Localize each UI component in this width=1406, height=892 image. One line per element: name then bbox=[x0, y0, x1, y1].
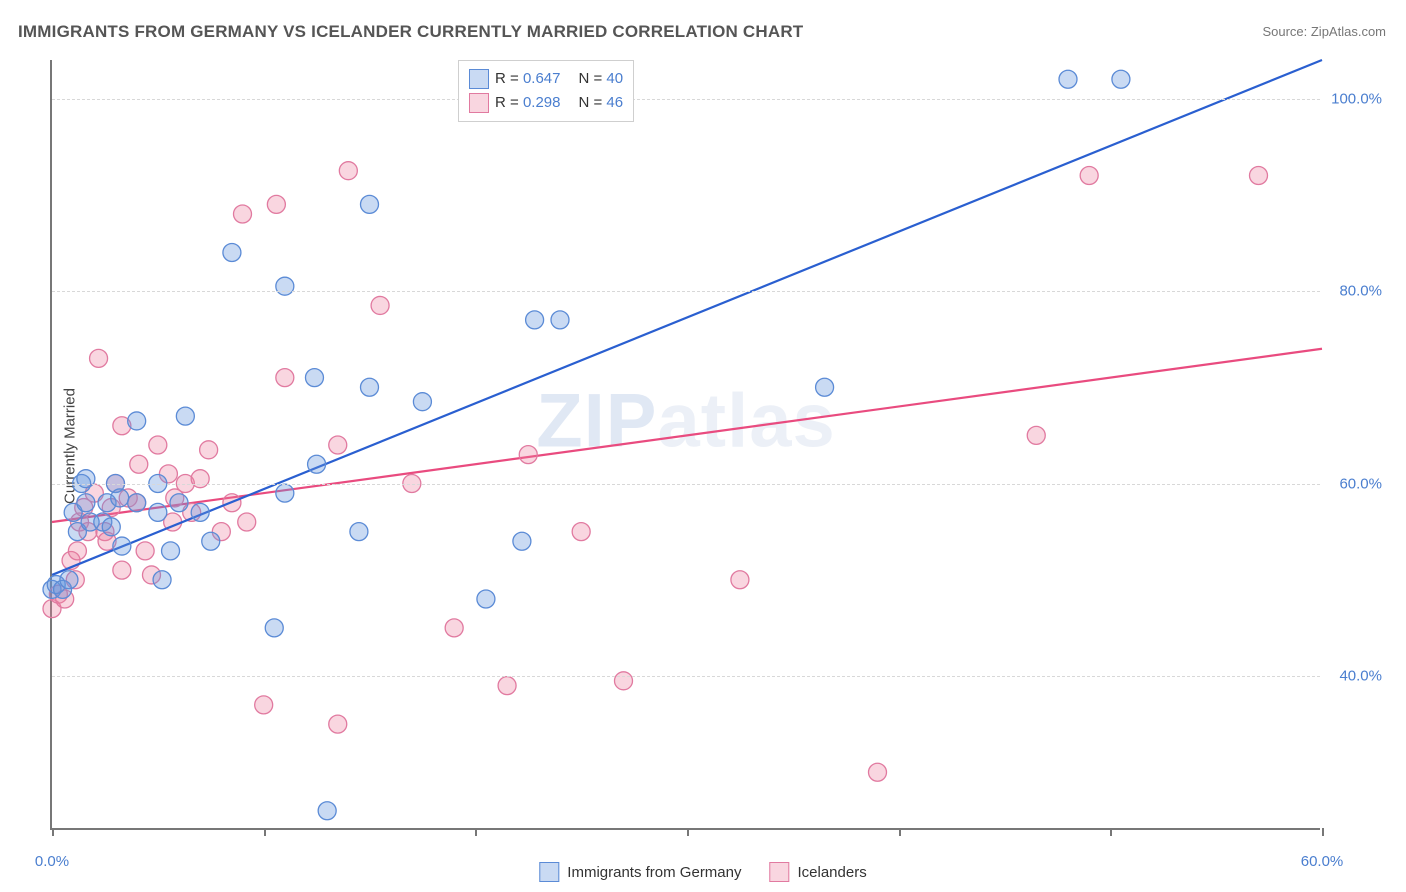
data-point-iceland bbox=[572, 523, 590, 541]
data-point-germany bbox=[202, 532, 220, 550]
data-point-iceland bbox=[238, 513, 256, 531]
data-point-germany bbox=[276, 484, 294, 502]
chart-plot-area: ZIPatlas 40.0%60.0%80.0%100.0%0.0%60.0% bbox=[50, 60, 1320, 830]
y-tick-label: 100.0% bbox=[1331, 90, 1382, 107]
data-point-iceland bbox=[1250, 167, 1268, 185]
series-legend: Immigrants from Germany Icelanders bbox=[539, 862, 866, 882]
x-tick-mark bbox=[264, 828, 266, 836]
data-point-germany bbox=[350, 523, 368, 541]
data-point-germany bbox=[513, 532, 531, 550]
data-point-germany bbox=[526, 311, 544, 329]
data-point-germany bbox=[77, 494, 95, 512]
legend-item-germany: Immigrants from Germany bbox=[539, 862, 741, 882]
data-point-germany bbox=[149, 503, 167, 521]
x-tick-mark bbox=[52, 828, 54, 836]
correlation-legend-text: R = 0.647N = 40 bbox=[495, 67, 623, 91]
data-point-iceland bbox=[371, 296, 389, 314]
gridline bbox=[52, 291, 1320, 292]
x-tick-mark bbox=[475, 828, 477, 836]
data-point-germany bbox=[60, 571, 78, 589]
swatch-icon bbox=[469, 69, 489, 89]
data-point-iceland bbox=[90, 349, 108, 367]
data-point-iceland bbox=[136, 542, 154, 560]
x-tick-label: 0.0% bbox=[35, 853, 69, 870]
data-point-iceland bbox=[191, 470, 209, 488]
data-point-germany bbox=[170, 494, 188, 512]
correlation-legend: R = 0.647N = 40R = 0.298N = 46 bbox=[458, 60, 634, 122]
data-point-iceland bbox=[149, 436, 167, 454]
data-point-germany bbox=[477, 590, 495, 608]
data-point-germany bbox=[191, 503, 209, 521]
x-tick-mark bbox=[1110, 828, 1112, 836]
data-point-germany bbox=[223, 244, 241, 262]
swatch-icon bbox=[769, 862, 789, 882]
x-tick-mark bbox=[687, 828, 689, 836]
y-tick-label: 40.0% bbox=[1339, 668, 1382, 685]
data-point-germany bbox=[153, 571, 171, 589]
data-point-germany bbox=[162, 542, 180, 560]
data-point-germany bbox=[1059, 70, 1077, 88]
data-point-germany bbox=[361, 378, 379, 396]
data-point-germany bbox=[102, 518, 120, 536]
x-tick-mark bbox=[1322, 828, 1324, 836]
y-tick-label: 80.0% bbox=[1339, 283, 1382, 300]
data-point-iceland bbox=[234, 205, 252, 223]
chart-title: IMMIGRANTS FROM GERMANY VS ICELANDER CUR… bbox=[18, 22, 803, 42]
gridline bbox=[52, 484, 1320, 485]
data-point-iceland bbox=[255, 696, 273, 714]
data-point-germany bbox=[305, 369, 323, 387]
data-point-iceland bbox=[267, 195, 285, 213]
gridline bbox=[52, 676, 1320, 677]
data-point-iceland bbox=[498, 677, 516, 695]
y-tick-label: 60.0% bbox=[1339, 475, 1382, 492]
legend-label: Immigrants from Germany bbox=[567, 864, 741, 881]
data-point-germany bbox=[413, 393, 431, 411]
data-point-iceland bbox=[329, 436, 347, 454]
data-point-iceland bbox=[445, 619, 463, 637]
correlation-legend-row: R = 0.298N = 46 bbox=[469, 91, 623, 115]
data-point-germany bbox=[318, 802, 336, 820]
data-point-iceland bbox=[276, 369, 294, 387]
swatch-icon bbox=[539, 862, 559, 882]
correlation-legend-text: R = 0.298N = 46 bbox=[495, 91, 623, 115]
chart-svg bbox=[52, 60, 1322, 830]
data-point-germany bbox=[128, 412, 146, 430]
data-point-germany bbox=[265, 619, 283, 637]
legend-item-iceland: Icelanders bbox=[769, 862, 866, 882]
data-point-iceland bbox=[519, 446, 537, 464]
data-point-iceland bbox=[113, 561, 131, 579]
data-point-germany bbox=[361, 195, 379, 213]
x-tick-mark bbox=[899, 828, 901, 836]
data-point-germany bbox=[551, 311, 569, 329]
x-tick-label: 60.0% bbox=[1301, 853, 1344, 870]
data-point-iceland bbox=[731, 571, 749, 589]
data-point-germany bbox=[276, 277, 294, 295]
data-point-germany bbox=[308, 455, 326, 473]
regression-line-germany bbox=[52, 60, 1322, 575]
data-point-iceland bbox=[68, 542, 86, 560]
regression-line-iceland bbox=[52, 349, 1322, 522]
data-point-iceland bbox=[1027, 426, 1045, 444]
data-point-germany bbox=[128, 494, 146, 512]
data-point-iceland bbox=[339, 162, 357, 180]
gridline bbox=[52, 99, 1320, 100]
data-point-iceland bbox=[130, 455, 148, 473]
legend-label: Icelanders bbox=[797, 864, 866, 881]
swatch-icon bbox=[469, 93, 489, 113]
data-point-germany bbox=[176, 407, 194, 425]
data-point-iceland bbox=[1080, 167, 1098, 185]
data-point-germany bbox=[1112, 70, 1130, 88]
data-point-germany bbox=[113, 537, 131, 555]
data-point-germany bbox=[77, 470, 95, 488]
data-point-iceland bbox=[329, 715, 347, 733]
data-point-iceland bbox=[200, 441, 218, 459]
source-credit: Source: ZipAtlas.com bbox=[1262, 24, 1386, 39]
correlation-legend-row: R = 0.647N = 40 bbox=[469, 67, 623, 91]
data-point-iceland bbox=[615, 672, 633, 690]
data-point-germany bbox=[816, 378, 834, 396]
data-point-iceland bbox=[869, 763, 887, 781]
data-point-germany bbox=[111, 489, 129, 507]
